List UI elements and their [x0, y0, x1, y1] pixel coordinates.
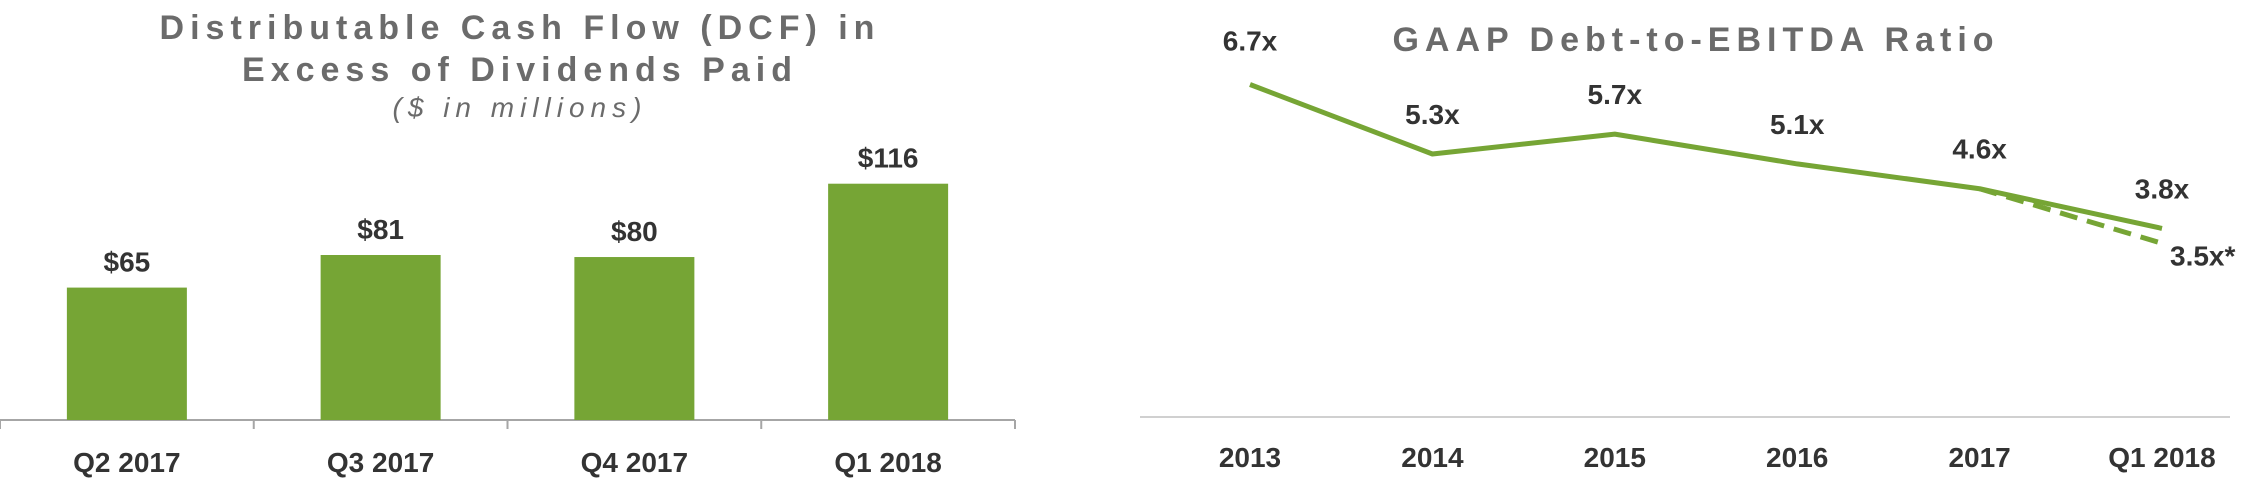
- bar: [66, 287, 187, 420]
- line-data-label: 5.3x: [1405, 99, 1460, 130]
- line-data-label: 5.7x: [1588, 79, 1643, 110]
- x-tick-label: 2015: [1584, 442, 1646, 473]
- x-tick-label: Q2 2017: [73, 447, 180, 478]
- debt-ebitda-series-line: [1249, 82, 2163, 231]
- line-data-label: 4.6x: [1952, 134, 2007, 165]
- debt-ebitda-chart-panel: GAAP Debt-to-EBITDA Ratio 2013 2014 2015 20…: [1140, 0, 2252, 492]
- x-tick-label: Q3 2017: [327, 447, 434, 478]
- x-tick-label: 2016: [1766, 442, 1828, 473]
- x-tick-label: 2017: [1948, 442, 2010, 473]
- x-tick-label: Q1 2018: [834, 447, 941, 478]
- line-data-label: 3.8x: [2135, 173, 2190, 204]
- debt-ebitda-chart-title: GAAP Debt-to-EBITDA Ratio: [1392, 21, 2000, 59]
- dcf-chart-panel: Distributable Cash Flow (DCF) in Excess …: [0, 0, 1040, 492]
- line-data-label: 5.1x: [1770, 109, 1825, 140]
- bar: [320, 255, 441, 420]
- x-tick-label: 2013: [1219, 442, 1281, 473]
- x-tick-label: 2014: [1401, 442, 1464, 473]
- bar-data-label: $116: [858, 143, 919, 174]
- pro-forma-dashed-line: [1978, 186, 2163, 246]
- bar-data-label: $81: [357, 214, 404, 245]
- dcf-chart-subtitle: ($ in millions): [392, 92, 648, 123]
- dcf-chart-title-line-2: Excess of Dividends Paid: [242, 51, 798, 89]
- dcf-bar-chart: $65 Q2 2017 $81 Q3 2017 $80 Q4 2017 $116 Q1 201…: [0, 143, 1016, 478]
- line-data-label: 6.7x: [1223, 26, 1278, 57]
- dcf-chart-title-line-1: Distributable Cash Flow (DCF) in: [159, 9, 881, 47]
- bar-data-label: $80: [611, 216, 658, 247]
- x-tick-label: Q4 2017: [581, 447, 688, 478]
- bar-data-label: $65: [104, 247, 151, 278]
- x-tick-label: Q1 2018: [2108, 442, 2215, 473]
- line-data-label: 3.5x*: [2170, 240, 2235, 271]
- bar: [574, 257, 695, 420]
- debt-ebitda-line-chart: 2013 2014 2015 2016 2017 Q1 2018 6.7x 5.3x 5.7x 5…: [1140, 26, 2235, 473]
- bar: [828, 183, 949, 420]
